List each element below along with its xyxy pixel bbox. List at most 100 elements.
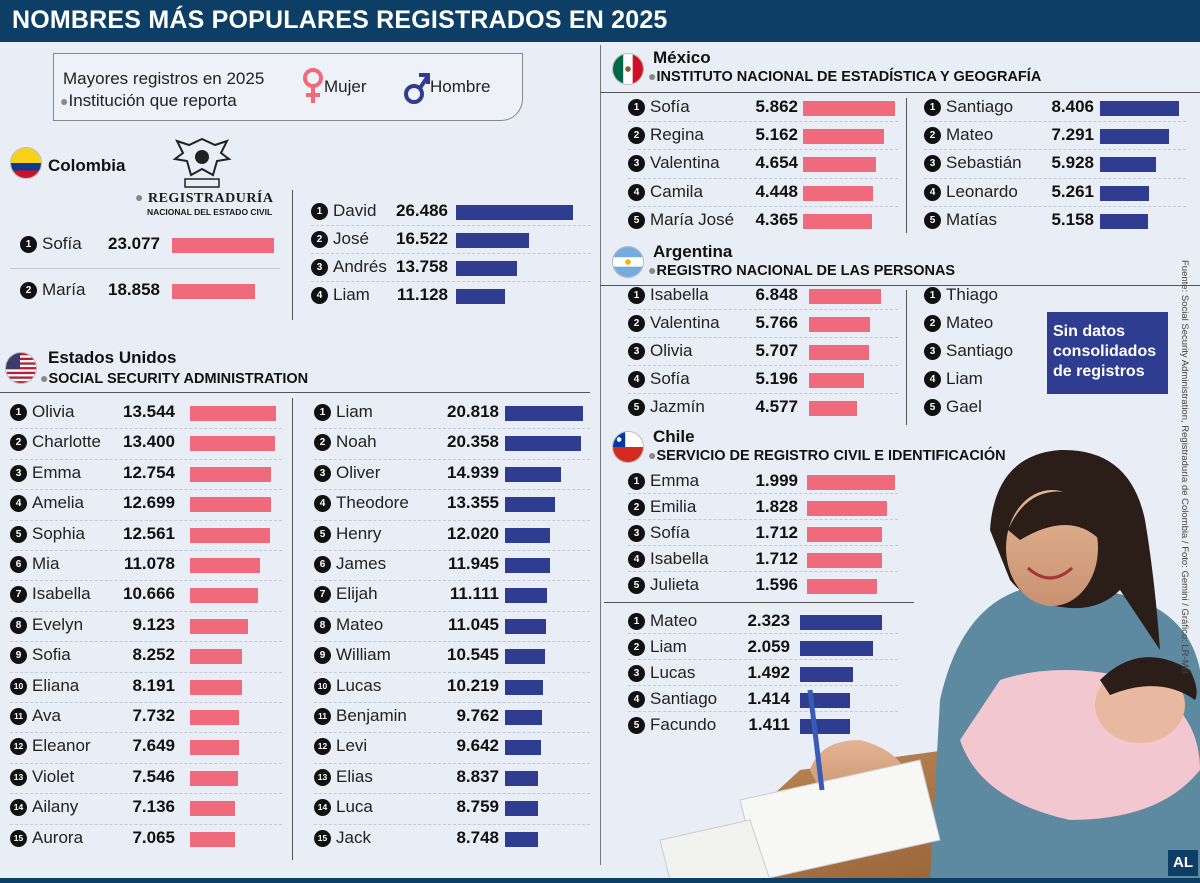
rank-badge: 3 [314, 464, 331, 482]
rank-badge: 7 [314, 586, 331, 604]
value-bar [505, 740, 541, 756]
value-label: 1.492 [747, 663, 790, 682]
chile-flag-icon [612, 431, 644, 463]
rank-badge: 3 [924, 155, 941, 173]
list-item: 6 Mia 11.078 [10, 551, 282, 579]
name-label: Sophia [32, 523, 85, 543]
name-label: Liam [650, 637, 687, 656]
name-label: Mateo [946, 313, 994, 332]
value-label: 4.365 [755, 209, 798, 229]
row-separator [10, 519, 282, 521]
row-separator [10, 580, 282, 582]
name-label: Jazmín [650, 397, 705, 416]
value-label: 2.323 [747, 611, 790, 630]
name-label: Lucas [336, 675, 382, 695]
value-label: 1.596 [755, 575, 798, 594]
list-item: 8 Evelyn 9.123 [10, 612, 282, 640]
value-bar [456, 289, 505, 304]
value-bar [190, 436, 275, 452]
rank-badge: 12 [314, 738, 331, 756]
value-bar [190, 618, 248, 634]
value-bar [190, 406, 276, 421]
mexico-title: México [653, 48, 711, 67]
rank-badge: 10 [10, 677, 27, 695]
rank-badge: 4 [314, 495, 331, 513]
list-item: 2 Mateo [924, 310, 1044, 338]
rank-badge: 4 [10, 495, 27, 513]
rank-badge: 6 [10, 556, 27, 573]
row-separator [924, 149, 1186, 151]
rank-badge: 8 [10, 616, 27, 634]
value-label: 13.355 [447, 493, 499, 513]
rank-badge: 2 [314, 434, 331, 452]
list-item: 1 Thiago [924, 282, 1044, 310]
value-label: 20.818 [447, 402, 499, 421]
row-separator [314, 641, 590, 643]
name-label: Eliana [32, 675, 80, 695]
rank-badge: 4 [628, 551, 645, 568]
name-label: Eleanor [32, 736, 91, 756]
registraduria-text: ● REGISTRADURÍA [135, 191, 274, 206]
value-label: 10.219 [447, 675, 499, 695]
rank-badge: 14 [10, 799, 27, 817]
page-title: NOMBRES MÁS POPULARES REGISTRADOS EN 202… [12, 6, 668, 34]
source-note: Fuente: Social Security Administration, … [1179, 260, 1190, 674]
value-bar [803, 157, 876, 173]
value-bar [807, 501, 887, 516]
chile-institution: ●SERVICIO DE REGISTRO CIVIL E IDENTIFICA… [648, 447, 1006, 464]
list-item: 11 Benjamin 9.762 [314, 703, 590, 731]
value-bar [505, 406, 583, 421]
list-item: 8 Mateo 11.045 [314, 612, 590, 640]
rank-badge: 11 [10, 708, 27, 725]
row-separator [10, 702, 282, 703]
value-label: 7.291 [1051, 125, 1094, 145]
list-item: 6 James 11.945 [314, 551, 590, 579]
rank-badge: 1 [10, 404, 27, 421]
colombia-title: Colombia [48, 156, 126, 175]
list-item: 3 Sofía 1.712 [628, 520, 898, 548]
name-label: Liam [336, 402, 373, 421]
row-separator [314, 428, 590, 430]
value-label: 7.065 [132, 827, 175, 847]
value-bar [803, 185, 873, 201]
list-item: 5 María José 4.365 [628, 207, 898, 235]
value-label: 8.759 [456, 797, 499, 817]
no-data-box: Sin datos consolidados de registros [1047, 312, 1168, 394]
row-separator [314, 458, 590, 460]
usa-title: Estados Unidos [48, 348, 177, 367]
rank-badge: 4 [628, 691, 645, 708]
row-separator [628, 393, 898, 394]
name-label: James [336, 554, 387, 573]
value-bar [809, 289, 881, 304]
name-label: Lucas [650, 663, 696, 682]
main-column-divider [600, 45, 601, 865]
name-label: Mia [32, 554, 60, 573]
list-item: 13 Elias 8.837 [314, 764, 590, 792]
value-label: 12.561 [123, 523, 175, 543]
value-label: 1.411 [748, 715, 790, 734]
name-label: Violet [32, 766, 75, 786]
value-label: 7.732 [132, 706, 175, 725]
name-label: Oliver [336, 462, 381, 482]
rank-badge: 1 [311, 203, 328, 220]
name-label: Sofia [32, 645, 71, 665]
value-bar [190, 527, 270, 543]
value-bar [505, 527, 550, 543]
rank-badge: 2 [628, 315, 645, 332]
value-label: 11.111 [449, 584, 499, 604]
value-bar [809, 401, 857, 416]
list-item: 12 Eleanor 7.649 [10, 733, 282, 761]
list-item: 3 Sebastián 5.928 [924, 150, 1186, 178]
rank-badge: 1 [314, 404, 331, 421]
row-separator [314, 550, 590, 551]
value-bar [1100, 101, 1179, 116]
name-label: Levi [336, 736, 368, 756]
list-item: 3 Valentina 4.654 [628, 150, 898, 178]
value-label: 12.020 [447, 523, 499, 543]
name-label: Emma [650, 471, 700, 490]
name-label: Amelia [32, 493, 84, 513]
row-separator [10, 610, 282, 612]
rank-badge: 3 [311, 259, 328, 276]
list-item: 3 Andrés 13.758 [311, 254, 591, 282]
name-label: Facundo [650, 715, 717, 734]
